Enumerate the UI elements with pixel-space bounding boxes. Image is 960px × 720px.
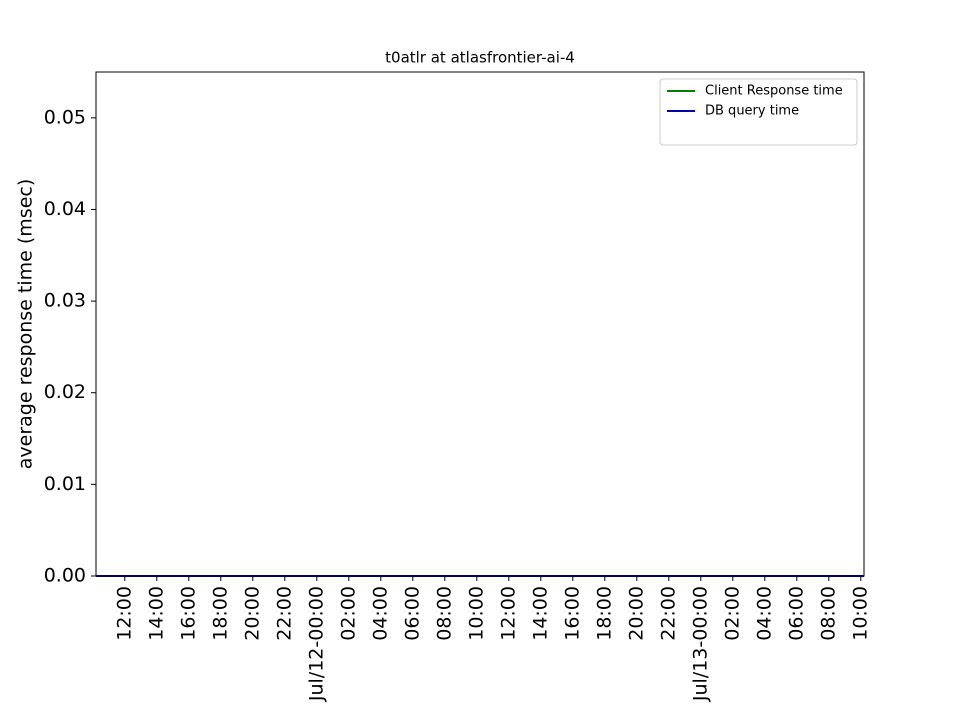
- x-tick-label: 10:00: [465, 586, 487, 641]
- x-tick-label: Jul/13-00:00: [689, 586, 711, 702]
- x-tick-label: 18:00: [209, 586, 231, 641]
- x-tick-label: 10:00: [849, 586, 871, 641]
- x-tick-label: 06:00: [401, 586, 423, 641]
- x-tick-label: Jul/12-00:00: [305, 586, 327, 702]
- x-tick-label: 16:00: [177, 586, 199, 641]
- x-tick-label: 14:00: [145, 586, 167, 641]
- x-tick-label: 08:00: [433, 586, 455, 641]
- y-tick-label: 0.05: [44, 106, 86, 128]
- x-tick-label: 20:00: [625, 586, 647, 641]
- x-tick-label: 08:00: [817, 586, 839, 641]
- plot-frame: [95, 71, 865, 577]
- x-tick-label: 18:00: [593, 586, 615, 641]
- x-tick-label: 12:00: [497, 586, 519, 641]
- x-tick-label: 20:00: [241, 586, 263, 641]
- x-tick-label: 12:00: [113, 586, 135, 641]
- x-tick-label: 06:00: [785, 586, 807, 641]
- y-tick-label: 0.03: [44, 290, 86, 312]
- x-tick-label: 16:00: [561, 586, 583, 641]
- x-tick-label: 22:00: [657, 586, 679, 641]
- x-tick-label: 04:00: [753, 586, 775, 641]
- y-tick-label: 0.01: [44, 473, 86, 495]
- legend-box: [659, 78, 858, 146]
- x-tick-label: 04:00: [369, 586, 391, 641]
- x-tick-label: 02:00: [721, 586, 743, 641]
- x-tick-label: 02:00: [337, 586, 359, 641]
- legend-label: Client Response time: [705, 84, 843, 99]
- y-tick-label: 0.00: [44, 565, 86, 587]
- y-tick-label: 0.04: [44, 198, 86, 220]
- chart-title: t0atlr at atlasfrontier-ai-4: [385, 49, 575, 67]
- y-tick-label: 0.02: [44, 381, 86, 403]
- x-tick-label: 22:00: [273, 586, 295, 641]
- legend-label: DB query time: [705, 104, 799, 119]
- y-axis-label: average response time (msec): [15, 179, 37, 470]
- x-tick-label: 14:00: [529, 586, 551, 641]
